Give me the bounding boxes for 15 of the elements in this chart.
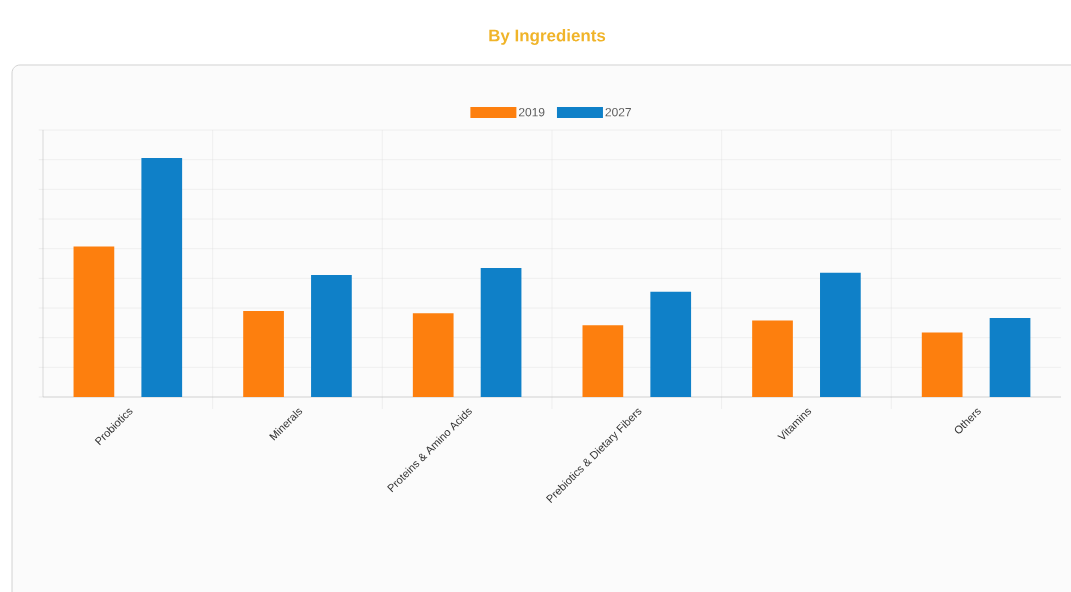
- bar: [141, 157, 183, 397]
- bar: [650, 291, 692, 397]
- bar: [412, 313, 454, 397]
- legend-label: 2027: [605, 107, 631, 117]
- bar: [582, 325, 624, 397]
- legend-label: 2019: [518, 107, 545, 117]
- bar: [752, 320, 793, 397]
- bar: [311, 275, 352, 397]
- bar: [820, 272, 861, 397]
- chart-title: By Ingredients: [489, 29, 606, 45]
- bar: [73, 246, 115, 397]
- bar: [480, 267, 522, 397]
- bar: [243, 310, 284, 397]
- bar: [921, 332, 963, 397]
- bar: [989, 318, 1031, 397]
